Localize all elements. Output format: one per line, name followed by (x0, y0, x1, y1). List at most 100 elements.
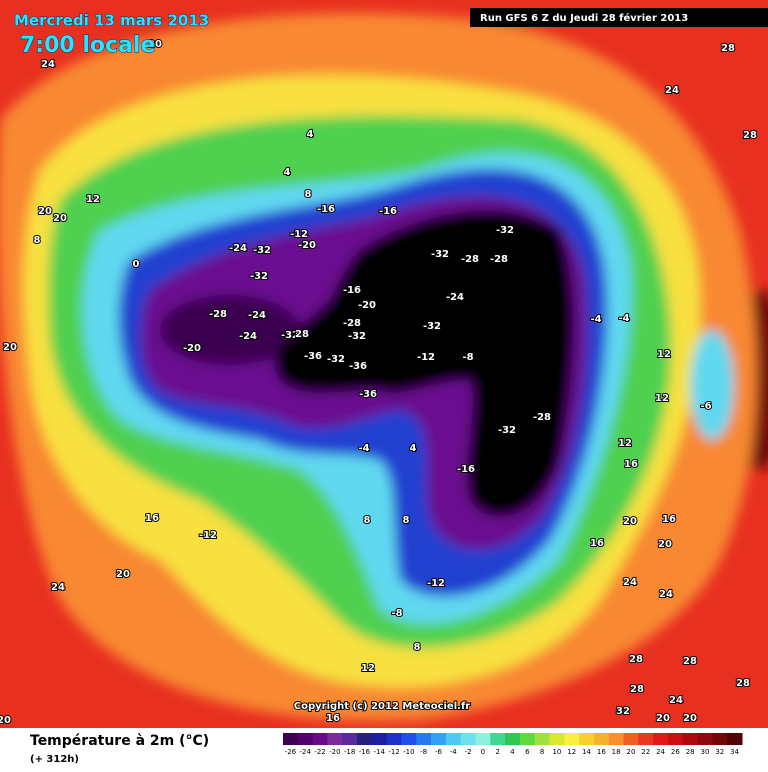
colorbar-label: 10 (552, 748, 561, 756)
colorbar-label: -10 (403, 748, 414, 756)
map-label: -20 (358, 300, 376, 311)
colorbar-cell (682, 733, 699, 745)
map-label: -36 (359, 389, 377, 400)
colorbar-cell (431, 733, 447, 745)
colorbar-cell (608, 733, 625, 745)
map-label: -28 (490, 254, 508, 265)
time-line: 7:00 locale (20, 33, 155, 58)
map-label: -16 (317, 204, 335, 215)
colorbar-cell (593, 733, 610, 745)
run-info-box (470, 8, 768, 27)
map-label: 16 (590, 538, 604, 549)
colorbar-label: 26 (671, 748, 680, 756)
colorbar-label: 12 (567, 748, 576, 756)
colorbar-label: 18 (612, 748, 621, 756)
colorbar-label: 16 (597, 748, 606, 756)
map-label: -20 (298, 240, 316, 251)
map-label: -28 (533, 412, 551, 423)
map-label: -12 (417, 352, 435, 363)
colorbar-cell (297, 733, 314, 745)
colorbar-label: -4 (450, 748, 458, 756)
colorbar-cell (416, 733, 432, 745)
map-label: -32 (431, 249, 449, 260)
map-label: -12 (290, 229, 308, 240)
map-label: 20 (656, 713, 670, 724)
map-label: -24 (446, 292, 464, 303)
map-label: -12 (427, 578, 445, 589)
colorbar-label: 24 (656, 748, 665, 756)
colorbar-cell (327, 733, 343, 745)
colorbar-cell (549, 733, 565, 745)
map-label: 24 (665, 85, 679, 96)
map-label: -36 (304, 351, 322, 362)
colorbar-label: 20 (626, 748, 635, 756)
map-label: 12 (657, 349, 671, 360)
map-label: -4 (590, 314, 601, 325)
colorbar-label: 0 (481, 748, 485, 756)
map-label: 8 (414, 642, 421, 653)
colorbar-cell (712, 733, 728, 745)
map-label: 24 (41, 59, 55, 70)
colorbar-cell (638, 733, 654, 745)
map-label: -16 (343, 285, 361, 296)
map-label: -24 (229, 243, 247, 254)
map-label: -36 (349, 361, 367, 372)
colorbar-cell (697, 733, 713, 745)
map-label: 20 (116, 569, 130, 580)
colorbar-label: -16 (359, 748, 371, 756)
map-label: 4 (307, 129, 314, 140)
map-label: -32 (498, 425, 516, 436)
colorbar-label: 28 (686, 748, 695, 756)
map-label: 8 (305, 189, 312, 200)
colorbar-label: 4 (510, 748, 515, 756)
colorbar-label: -12 (388, 748, 399, 756)
map-label: -32 (253, 245, 271, 256)
colorbar-cell (283, 733, 299, 745)
colorbar-cell (579, 733, 595, 745)
map-label: -28 (461, 254, 479, 265)
map-label: 8 (34, 235, 41, 246)
colorbar-label: -2 (465, 748, 472, 756)
legend-subtitle: (+ 312h) (30, 754, 79, 765)
map-label: -32 (496, 225, 514, 236)
map-label: 16 (624, 459, 638, 470)
map-label: -24 (248, 310, 266, 321)
colorbar-label: -22 (314, 748, 325, 756)
colorbar-cell (386, 733, 402, 745)
copyright: Copyright (c) 2012 Meteociel.fr (294, 701, 471, 712)
map-label: -32 (281, 330, 299, 341)
map-label: 32 (616, 706, 630, 717)
colorbar-cell (401, 733, 417, 745)
map-label: 28 (630, 684, 644, 695)
map-label: -6 (700, 401, 711, 412)
date-line: Mercredi 13 mars 2013 (14, 12, 209, 30)
map-label: 20 (53, 213, 67, 224)
map-label: 24 (623, 577, 637, 588)
map-label: 28 (629, 654, 643, 665)
colorbar-cell (475, 733, 491, 745)
colorbar-label: 34 (730, 748, 739, 756)
map-label: -28 (343, 318, 361, 329)
colorbar-cell (445, 733, 462, 745)
run-info: Run GFS 6 Z du Jeudi 28 février 2013 (480, 12, 688, 24)
map-label: -16 (457, 464, 475, 475)
map-label: 20 (148, 39, 162, 50)
map-label: -4 (618, 313, 629, 324)
map-label: 12 (655, 393, 669, 404)
colorbar-cell (342, 733, 358, 745)
map-label: 24 (669, 695, 683, 706)
map-label: 16 (326, 713, 340, 724)
map-label: -28 (209, 309, 227, 320)
colorbar-cell (564, 733, 580, 745)
colorbar-label: -18 (344, 748, 355, 756)
colorbar-cell (519, 733, 536, 745)
map-label: 16 (662, 514, 676, 525)
temperature-fields (0, 13, 768, 722)
map-label: 8 (403, 515, 410, 526)
map-label: -8 (391, 608, 402, 619)
map-label: 28 (683, 656, 697, 667)
map-label: 28 (295, 329, 309, 340)
colorbar-cell (312, 733, 328, 745)
